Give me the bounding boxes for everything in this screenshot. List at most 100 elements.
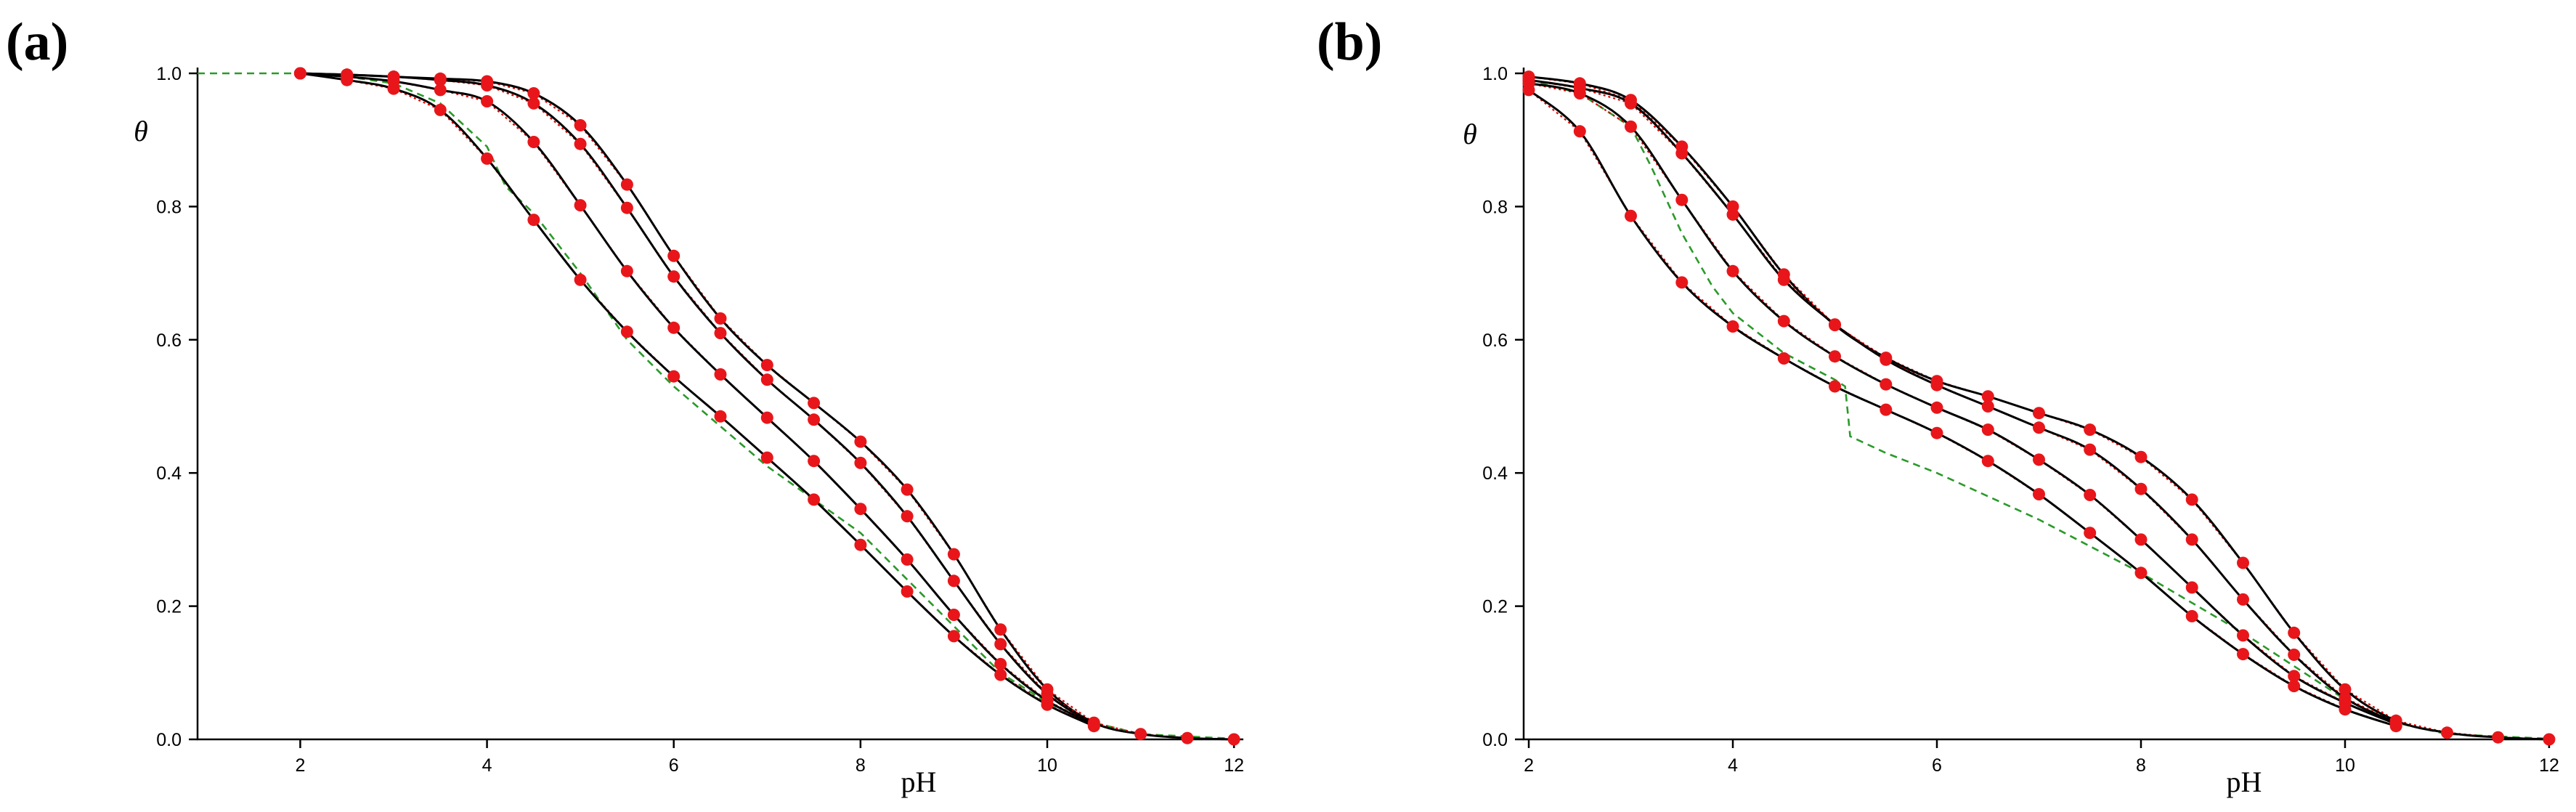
data-point-1 [1134,728,1147,741]
x-axis-label: pH [2227,766,2262,798]
data-point-3 [1981,423,1994,437]
data-point-3 [947,609,960,621]
data-point-4 [1880,403,1893,416]
data-point-4 [1726,320,1739,333]
data-point-4 [2288,680,2301,693]
data-point-4 [1041,698,1054,711]
model-curve-2 [1528,78,2397,724]
data-point-1 [2033,407,2045,420]
data-point-1 [2288,626,2301,639]
data-point-4 [293,67,306,80]
reference-curve [198,72,1235,740]
data-point-2 [901,510,914,523]
x-tick-label: 6 [1932,755,1942,776]
x-tick-label: 2 [295,755,305,776]
data-point-3 [1880,378,1893,391]
y-tick-label: 0.6 [1482,330,1508,351]
data-point-3 [854,503,867,516]
data-point-3 [527,136,540,148]
data-point-1 [2441,726,2453,739]
data-point-4 [620,325,633,338]
panel-label-a: (a) [6,12,68,72]
data-point-1 [2134,450,2148,463]
data-point-4 [387,82,400,95]
data-point-4 [2134,567,2148,580]
data-point-4 [2084,527,2097,540]
data-point-1 [2237,556,2249,569]
data-point-3 [714,368,727,381]
data-point-4 [2185,609,2198,622]
x-tick-label: 10 [1037,755,1057,776]
data-point-2 [667,270,680,283]
data-point-3 [434,84,447,97]
y-tick-label: 0.8 [1482,197,1508,217]
data-point-1 [1181,731,1194,744]
data-point-2 [1829,318,1841,331]
data-point-4 [527,214,540,227]
data-point-4 [1777,352,1790,365]
data-point-2 [947,575,960,588]
chart-panel-a: (a) 2 4 6 8 10 12 0.0 0.2 0.4 0.6 0.8 1.0 pH θ [6,12,1244,798]
y-tick-label: 0.6 [156,330,182,351]
data-point-2 [2288,649,2301,661]
data-point-1 [2084,423,2097,437]
fit-curve-3 [1528,82,2397,725]
data-point-2 [2033,421,2045,434]
data-point-3 [760,411,773,424]
panel-label-b: (b) [1317,12,1382,72]
data-point-3 [994,657,1007,670]
data-point-2 [1880,353,1893,366]
data-point-2 [1625,97,1637,110]
data-point-2 [1981,400,1994,413]
data-point-3 [2134,533,2148,546]
y-tick-label: 0.2 [156,597,182,617]
axis-frame [1522,68,2554,741]
data-point-3 [1675,193,1689,206]
data-point-4 [1522,84,1535,97]
x-tick-label: 4 [482,755,492,776]
series-layer-b [1522,70,2556,746]
model-curve-3 [300,72,1094,726]
y-tick-label: 1.0 [156,64,182,84]
data-point-1 [2185,493,2198,506]
data-point-2 [620,201,633,214]
data-point-4 [574,273,587,286]
fit-curve-2 [300,72,1094,726]
x-tick-label: 12 [2539,755,2559,776]
data-point-3 [1829,350,1841,363]
y-axis-label: θ [1463,118,1477,150]
x-tick-label: 8 [856,755,866,776]
data-point-2 [714,327,727,340]
y-tick-label: 0.0 [1482,730,1508,750]
series-layer-a [198,67,1240,746]
data-point-3 [667,321,680,334]
data-point-2 [808,413,821,426]
data-point-2 [2084,443,2097,456]
data-point-2 [2185,533,2198,546]
data-point-2 [760,373,773,386]
data-point-2 [527,97,540,110]
x-tick-label: 8 [2136,755,2146,776]
axis-frame [196,68,1243,741]
data-point-1 [667,249,680,262]
data-point-2 [2134,482,2148,495]
data-point-4 [947,630,960,643]
data-point-4 [434,103,447,116]
data-point-3 [901,553,914,566]
data-point-4 [1930,426,1943,439]
data-point-3 [2084,489,2097,501]
y-tick-label: 0.0 [156,730,182,750]
data-point-4 [854,538,867,551]
axes-b: 2 4 6 8 10 12 0.0 0.2 0.4 0.6 0.8 1.0 pH θ [1463,64,2559,798]
data-point-2 [481,79,494,92]
data-point-3 [1777,314,1790,328]
data-point-1 [901,483,914,496]
y-tick-label: 0.4 [1482,463,1508,484]
data-point-4 [1981,455,1994,468]
y-tick-label: 0.8 [156,197,182,217]
x-tick-label: 6 [669,755,679,776]
y-tick-label: 0.2 [1482,597,1508,617]
fit-curve-3 [300,72,1094,726]
reference-curve [1528,78,2550,740]
data-point-4 [1573,125,1586,138]
